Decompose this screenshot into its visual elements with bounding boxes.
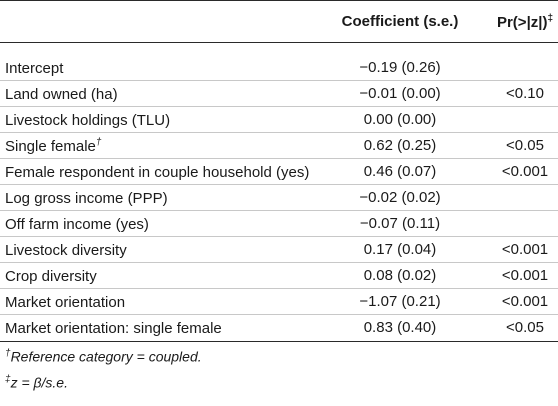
dagger-mark: †	[95, 137, 102, 148]
row-coefficient: 0.46 (0.07)	[363, 163, 437, 180]
row-divider	[0, 262, 558, 263]
table-row: Log gross income (PPP) −0.02 (0.02)	[0, 184, 558, 210]
row-label: Log gross income (PPP)	[5, 190, 168, 207]
table-row: Market orientation −1.07 (0.21) <0.001	[0, 288, 558, 314]
row-divider	[0, 288, 558, 289]
header-coefficient: Coefficient (s.e.)	[341, 13, 459, 30]
table-top-rule	[0, 0, 558, 1]
row-coefficient: −1.07 (0.21)	[359, 293, 441, 310]
table-row: Livestock diversity 0.17 (0.04) <0.001	[0, 236, 558, 262]
table-row: Female respondent in couple household (y…	[0, 158, 558, 184]
footnote-mark: †	[5, 348, 11, 359]
row-label: Crop diversity	[5, 268, 97, 285]
row-coefficient: 0.17 (0.04)	[363, 241, 437, 258]
row-coefficient: −0.02 (0.02)	[359, 189, 441, 206]
footnote-mark: ‡	[5, 374, 11, 385]
table-row: Single female† 0.62 (0.25) <0.05	[0, 132, 558, 158]
row-label: Intercept	[5, 60, 64, 77]
table-row: Crop diversity 0.08 (0.02) <0.001	[0, 262, 558, 288]
row-label: Market orientation: single female	[5, 320, 222, 337]
table-row: Off farm income (yes) −0.07 (0.11)	[0, 210, 558, 236]
row-label: Livestock holdings (TLU)	[5, 112, 171, 129]
row-divider	[0, 314, 558, 315]
row-label: Livestock diversity	[5, 242, 127, 259]
row-coefficient: 0.83 (0.40)	[363, 319, 437, 336]
row-label: Single female†	[5, 137, 102, 155]
row-label: Market orientation	[5, 294, 126, 311]
row-divider	[0, 106, 558, 107]
row-pvalue: <0.10	[506, 85, 544, 102]
footnote-reference-category: †Reference category = coupled.	[5, 348, 202, 365]
row-pvalue: <0.05	[506, 319, 544, 336]
row-divider	[0, 184, 558, 185]
row-coefficient: 0.62 (0.25)	[363, 137, 437, 154]
row-coefficient: −0.19 (0.26)	[359, 59, 441, 76]
row-pvalue: <0.001	[501, 293, 549, 310]
row-pvalue: <0.05	[506, 137, 544, 154]
row-pvalue: <0.001	[501, 241, 549, 258]
row-pvalue: <0.001	[501, 163, 549, 180]
table-row: Market orientation: single female 0.83 (…	[0, 314, 558, 340]
row-label: Female respondent in couple household (y…	[5, 164, 310, 181]
row-divider	[0, 80, 558, 81]
row-divider	[0, 210, 558, 211]
row-divider	[0, 236, 558, 237]
header-pvalue-mark: ‡	[547, 13, 554, 24]
row-label: Off farm income (yes)	[5, 216, 149, 233]
row-coefficient: −0.07 (0.11)	[359, 215, 441, 232]
row-divider	[0, 132, 558, 133]
row-coefficient: 0.00 (0.00)	[363, 111, 437, 128]
header-pvalue: Pr(>|z|)‡	[496, 13, 554, 31]
footnote-z-definition: ‡z = β/s.e.	[5, 374, 68, 391]
row-label: Land owned (ha)	[5, 86, 118, 103]
table-bottom-rule	[0, 341, 558, 342]
row-coefficient: 0.08 (0.02)	[363, 267, 437, 284]
row-divider	[0, 158, 558, 159]
row-pvalue: <0.001	[501, 267, 549, 284]
table-row: Intercept −0.19 (0.26)	[0, 54, 558, 80]
table-row: Land owned (ha) −0.01 (0.00) <0.10	[0, 80, 558, 106]
row-coefficient: −0.01 (0.00)	[359, 85, 441, 102]
header-rule	[0, 42, 558, 43]
table-row: Livestock holdings (TLU) 0.00 (0.00)	[0, 106, 558, 132]
